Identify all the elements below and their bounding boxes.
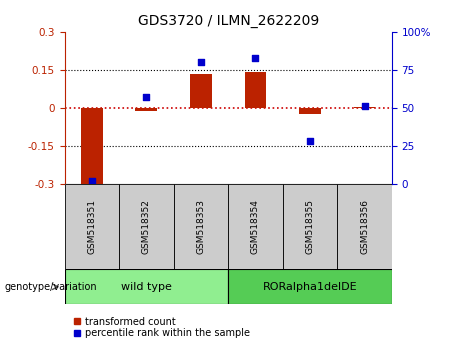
Bar: [337, 184, 392, 269]
Bar: [174, 184, 228, 269]
Text: GSM518356: GSM518356: [360, 199, 369, 254]
Bar: [190, 74, 212, 108]
Bar: [283, 184, 337, 269]
Bar: [354, 107, 375, 108]
Bar: [136, 108, 157, 111]
Bar: [228, 184, 283, 269]
Bar: [119, 184, 174, 269]
Text: wild type: wild type: [121, 282, 172, 292]
Text: GSM518352: GSM518352: [142, 199, 151, 254]
Legend: transformed count, percentile rank within the sample: transformed count, percentile rank withi…: [70, 313, 254, 342]
Point: [88, 178, 95, 184]
Text: genotype/variation: genotype/variation: [5, 282, 97, 292]
Point: [252, 55, 259, 61]
Bar: [299, 108, 321, 114]
Text: GSM518353: GSM518353: [196, 199, 206, 254]
Bar: [81, 108, 103, 185]
Text: GSM518355: GSM518355: [306, 199, 314, 254]
Title: GDS3720 / ILMN_2622209: GDS3720 / ILMN_2622209: [137, 14, 319, 28]
Point: [306, 139, 313, 144]
Text: GSM518354: GSM518354: [251, 199, 260, 254]
Text: RORalpha1delDE: RORalpha1delDE: [263, 282, 357, 292]
Text: GSM518351: GSM518351: [87, 199, 96, 254]
Bar: [65, 184, 119, 269]
Bar: [65, 269, 228, 304]
Point: [361, 104, 368, 109]
Bar: [244, 72, 266, 108]
Point: [197, 59, 205, 65]
Bar: [228, 269, 392, 304]
Point: [142, 95, 150, 100]
